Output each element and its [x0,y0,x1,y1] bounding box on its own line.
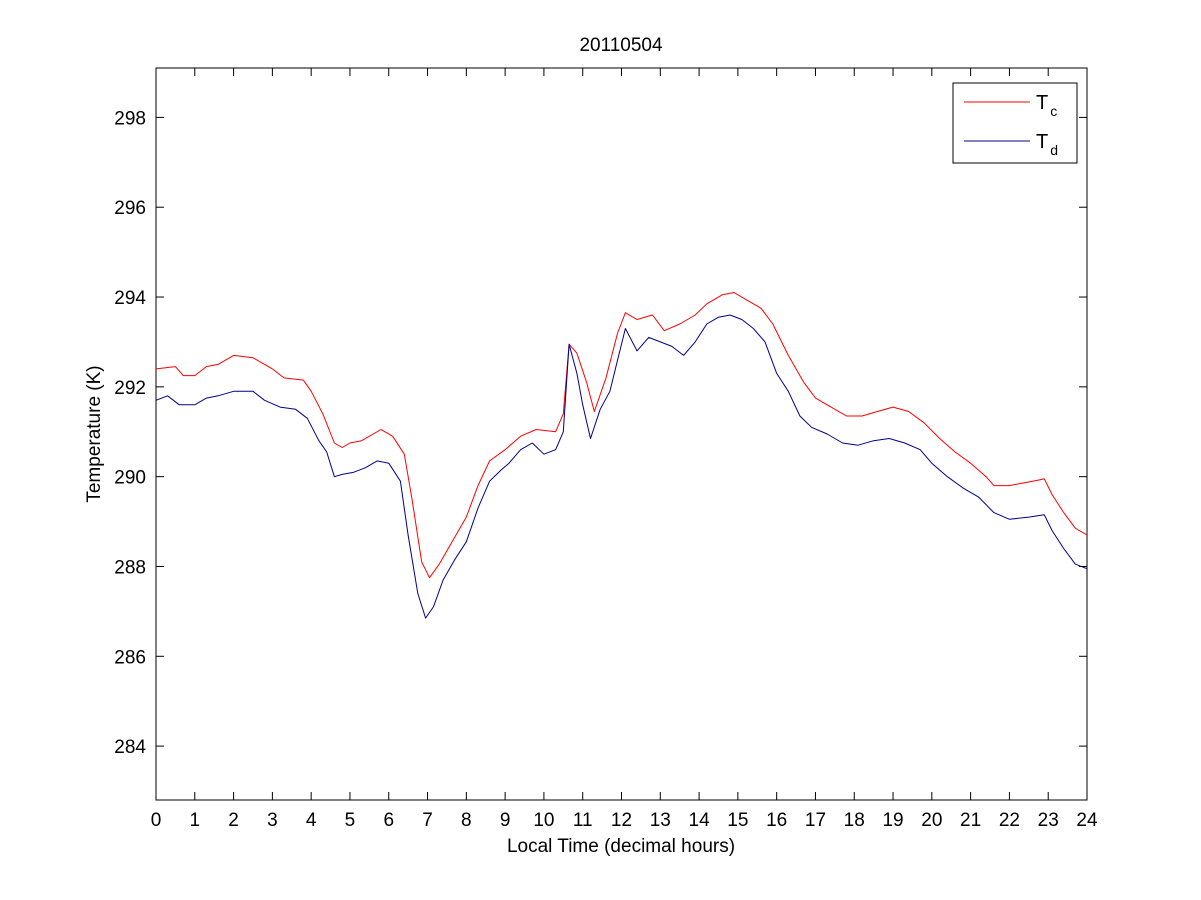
tick-layer: 0 1 2 3 4 5 6 7 8 9 10 11 12 13 14 15 16 17 18 19 20 21 22 23 24… [114,68,1098,831]
x-tick-label: 1 [190,810,201,831]
x-tick-label: 24 [1076,810,1098,831]
x-tick-label: 3 [267,810,278,831]
x-tick-label: 22 [999,810,1020,831]
y-tick-label: 298 [114,108,146,129]
series-line-tc [155,292,1088,579]
x-tick-label: 15 [727,810,748,831]
x-axis-label: Local Time (decimal hours) [507,836,735,857]
x-tick-label: 16 [766,810,787,831]
y-tick-label: 292 [114,378,146,399]
x-tick-label: 23 [1038,810,1059,831]
x-tick-label: 2 [228,810,239,831]
legend-name-subscript: c [1050,103,1057,119]
x-tick-label: 19 [882,810,903,831]
x-tick-label: 20 [921,810,942,831]
legend-box [952,82,1078,164]
y-tick-label: 294 [114,288,146,309]
plot-area [155,67,1088,801]
y-axis-label: Temperature (K) [84,365,105,502]
x-tick-label: 21 [960,810,981,831]
x-tick-label: 14 [689,810,711,831]
series-layer [155,292,1088,619]
x-tick-label: 4 [306,810,317,831]
y-tick-label: 296 [114,198,146,219]
x-tick-label: 6 [383,810,394,831]
legend-name: T [1036,92,1048,114]
y-tick-label: 284 [114,737,146,758]
x-tick-label: 9 [500,810,511,831]
x-tick-label: 11 [573,810,593,831]
x-tick-label: 5 [345,810,356,831]
x-tick-label: 17 [805,810,826,831]
x-tick-label: 10 [533,810,554,831]
x-tick-label: 8 [461,810,472,831]
x-tick-label: 18 [844,810,865,831]
legend-name: T [1036,131,1048,153]
chart-title: 20110504 [579,35,663,56]
x-tick-label: 0 [151,810,162,831]
x-tick-label: 7 [422,810,433,831]
x-tick-label: 13 [650,810,671,831]
series-line-td [155,314,1088,619]
y-tick-label: 290 [114,468,146,489]
y-tick-label: 288 [114,557,146,578]
x-tick-label: 12 [611,810,632,831]
legend-name-subscript: d [1050,142,1058,158]
y-tick-label: 286 [114,647,146,668]
